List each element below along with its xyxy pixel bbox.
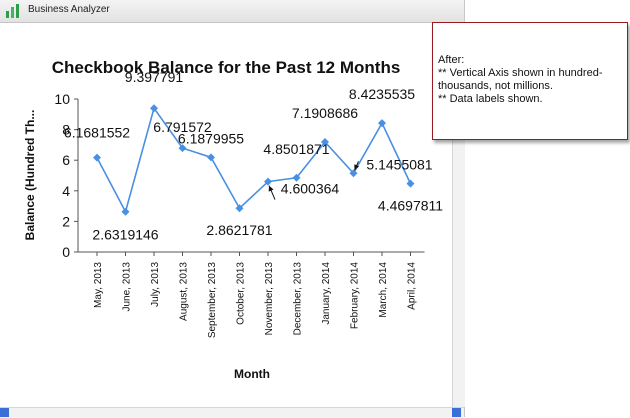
bar-chart-icon <box>6 4 19 18</box>
y-axis-title: Balance (Hundred Th... <box>23 110 37 241</box>
callout-line: ** Data labels shown. <box>438 93 543 105</box>
horizontal-scrollbar[interactable] <box>0 407 464 418</box>
data-point <box>93 153 101 162</box>
data-point <box>150 104 158 113</box>
y-tick-label: 2 <box>62 213 70 229</box>
data-point <box>321 137 329 146</box>
data-point <box>292 173 301 182</box>
callout-line: ** Vertical Axis shown in hundred-thousa… <box>438 67 603 92</box>
data-label: 7.1908686 <box>292 105 358 121</box>
x-tick-label: May, 2013 <box>93 262 104 308</box>
x-tick-label: August, 2013 <box>179 262 190 321</box>
x-tick-label: January, 2014 <box>321 262 332 325</box>
data-point <box>178 144 187 153</box>
y-tick-label: 10 <box>54 91 70 107</box>
x-tick-label: March, 2014 <box>378 262 389 318</box>
window-title: Business Analyzer <box>28 4 110 15</box>
data-point <box>349 169 358 178</box>
x-tick-label: December, 2013 <box>293 262 304 336</box>
data-point <box>207 153 215 162</box>
data-label: 2.6319146 <box>92 227 158 243</box>
x-tick-label: June, 2013 <box>122 262 133 312</box>
data-label: 4.4697811 <box>378 198 443 214</box>
data-label: 4.600364 <box>281 181 340 197</box>
y-tick-label: 6 <box>62 152 70 168</box>
x-tick-label: April, 2014 <box>407 262 418 310</box>
leader-arrow-head <box>354 164 360 171</box>
data-label: 2.8621781 <box>206 222 272 238</box>
data-label: 9.397791 <box>125 69 184 85</box>
series-line <box>96 106 412 214</box>
y-tick-label: 4 <box>62 183 70 199</box>
data-label: 4.8501871 <box>263 141 329 157</box>
data-point <box>121 207 130 216</box>
data-label: 8.4235535 <box>349 86 415 102</box>
x-tick-label: September, 2013 <box>207 262 218 339</box>
x-tick-label: October, 2013 <box>236 262 247 325</box>
data-point <box>264 177 272 186</box>
y-tick-label: 0 <box>62 244 70 260</box>
data-label: 6.1681552 <box>64 125 130 141</box>
chart-title: Checkbook Balance for the Past 12 Months <box>51 58 401 77</box>
data-label: 6.1879955 <box>178 130 244 146</box>
annotation-callout: After: ** Vertical Axis shown in hundred… <box>432 22 628 140</box>
data-point <box>406 179 415 188</box>
data-label: 5.1455081 <box>366 156 432 172</box>
x-tick-label: November, 2013 <box>264 262 275 336</box>
x-axis-title: Month <box>234 367 270 381</box>
data-label: 6.791572 <box>153 119 212 135</box>
scroll-left-button[interactable] <box>0 408 9 417</box>
title-bar: Business Analyzer <box>0 0 464 23</box>
callout-line: After: <box>438 54 465 66</box>
scroll-right-button[interactable] <box>452 408 461 417</box>
x-tick-label: July, 2013 <box>150 262 161 307</box>
y-tick-label: 8 <box>62 122 70 138</box>
leader-arrow-head <box>268 185 274 192</box>
x-tick-label: February, 2014 <box>350 262 361 330</box>
data-point <box>378 119 386 128</box>
data-point <box>235 204 244 213</box>
